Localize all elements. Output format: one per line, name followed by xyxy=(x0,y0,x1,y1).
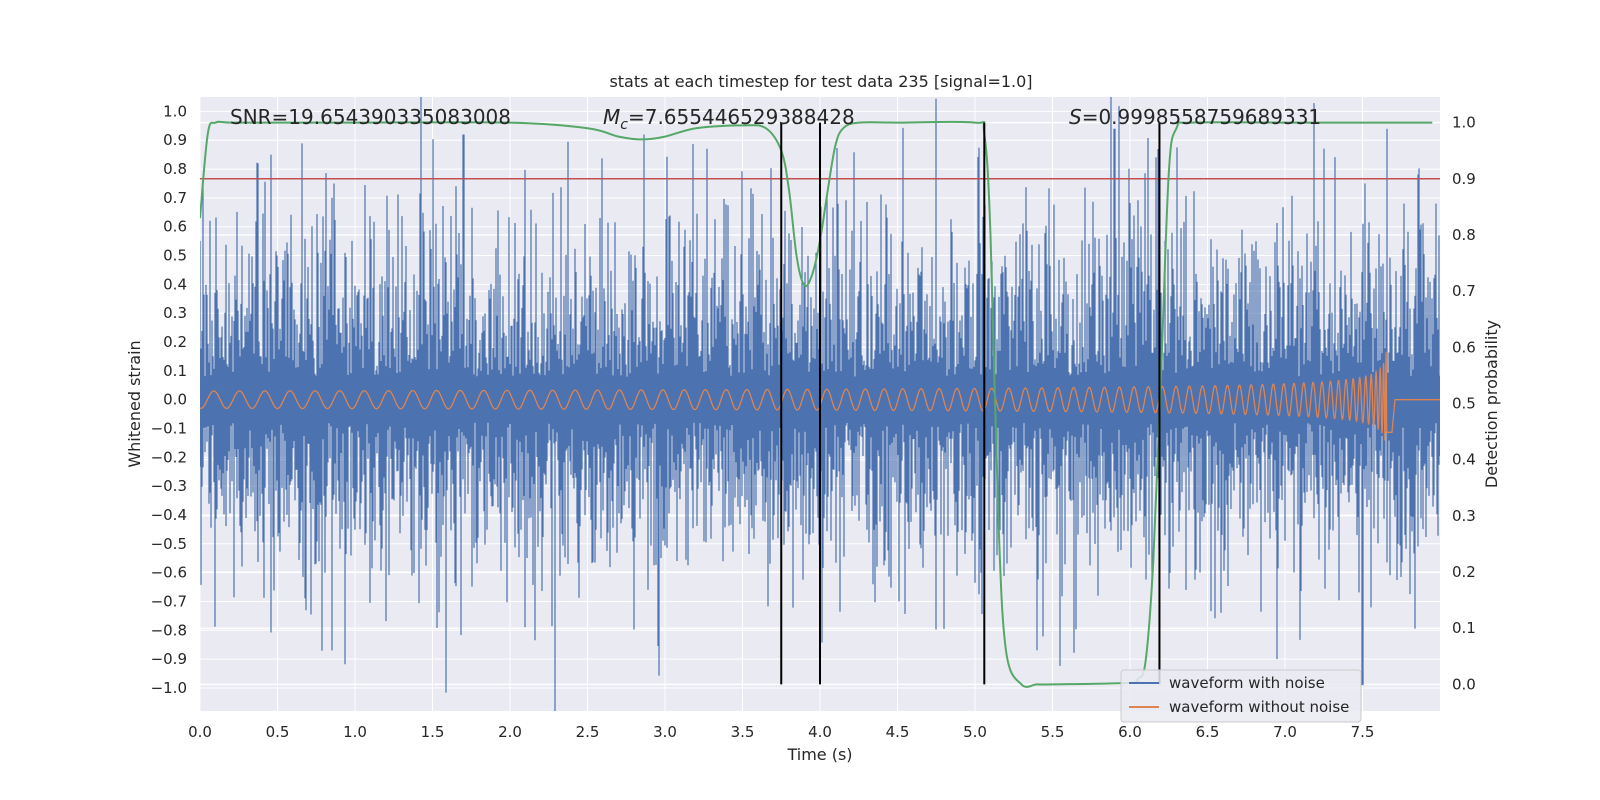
mc-annotation: Mc=7.655446529388428 xyxy=(603,105,855,133)
s-value: =0.9998558759689331 xyxy=(1082,105,1321,129)
y-left-tick-label-18: −0.8 xyxy=(151,621,187,639)
x-tick-label-6: 3.0 xyxy=(653,723,677,741)
y-right-axis-label: Detection probability xyxy=(1482,320,1501,488)
x-tick-label-15: 7.5 xyxy=(1351,723,1375,741)
x-tick-label-13: 6.5 xyxy=(1196,723,1220,741)
x-tick-label-4: 2.0 xyxy=(498,723,522,741)
x-tick-label-1: 0.5 xyxy=(266,723,290,741)
chart-title: stats at each timestep for test data 235… xyxy=(609,72,1032,91)
y-right-tick-label-10: 0.0 xyxy=(1452,675,1476,693)
y-right-tick-label-7: 0.3 xyxy=(1452,507,1476,525)
y-right-tick-label-8: 0.2 xyxy=(1452,563,1476,581)
snr-annotation: SNR=19.654390335083008 xyxy=(230,105,511,129)
y-left-tick-label-6: 0.4 xyxy=(163,275,187,293)
y-left-tick-label-14: −0.4 xyxy=(151,506,187,524)
y-left-axis-label: Whitened strain xyxy=(125,340,144,467)
y-left-tick-label-4: 0.6 xyxy=(163,218,187,236)
mc-subscript: c xyxy=(620,117,628,133)
y-left-tick-label-0: 1.0 xyxy=(163,102,187,120)
y-left-tick-label-16: −0.6 xyxy=(151,564,187,582)
y-left-tick-label-5: 0.5 xyxy=(163,247,187,265)
y-left-tick-label-10: 0.0 xyxy=(163,391,187,409)
y-left-tick-label-11: −0.1 xyxy=(151,420,187,438)
y-right-tick-label-3: 0.7 xyxy=(1452,282,1476,300)
y-right-tick-label-6: 0.4 xyxy=(1452,451,1476,469)
mc-symbol: M xyxy=(603,105,620,129)
x-axis-label: Time (s) xyxy=(786,745,852,764)
y-right-tick-label-5: 0.5 xyxy=(1452,394,1476,412)
y-right-tick-label-0: 1.0 xyxy=(1452,114,1476,132)
x-tick-label-14: 7.0 xyxy=(1273,723,1297,741)
y-left-tick-label-12: −0.2 xyxy=(151,448,187,466)
series-waveform-without-noise xyxy=(200,351,1440,441)
y-right-tick-labels: 1.0 0.9 0.8 0.7 0.6 0.5 0.4 0.3 0.2 0.1 0.0 xyxy=(1452,114,1476,694)
x-tick-label-12: 6.0 xyxy=(1118,723,1142,741)
x-tick-label-10: 5.0 xyxy=(963,723,987,741)
s-annotation: S=0.9998558759689331 xyxy=(1069,105,1321,129)
y-right-tick-label-9: 0.1 xyxy=(1452,619,1476,637)
y-left-tick-labels: 1.0 0.9 0.8 0.7 0.6 0.5 0.4 0.3 0.2 0.1 0.0 −0.1 −0.… xyxy=(151,102,187,697)
y-right-tick-label-1: 0.9 xyxy=(1452,170,1476,188)
legend-label-clean: waveform without noise xyxy=(1169,698,1349,716)
series-detection-probability xyxy=(200,120,1433,688)
x-tick-labels: 0.0 0.5 1.0 1.5 2.0 2.5 3.0 3.5 4.0 4.5 5.0 5.5 6.0 6… xyxy=(188,723,1374,741)
x-tick-label-5: 2.5 xyxy=(576,723,600,741)
legend: waveform with noise waveform without noi… xyxy=(1120,669,1362,723)
y-left-tick-label-1: 0.9 xyxy=(163,131,187,149)
y-left-tick-label-17: −0.7 xyxy=(151,592,187,610)
mc-value: =7.655446529388428 xyxy=(628,105,855,129)
legend-label-noise: waveform with noise xyxy=(1169,674,1325,692)
y-right-tick-label-4: 0.6 xyxy=(1452,338,1476,356)
y-left-tick-label-19: −0.9 xyxy=(151,650,187,668)
vertical-markers xyxy=(780,122,1161,685)
x-tick-label-9: 4.5 xyxy=(886,723,910,741)
y-left-tick-label-9: 0.1 xyxy=(163,362,187,380)
legend-box xyxy=(1120,669,1362,723)
x-tick-label-0: 0.0 xyxy=(188,723,212,741)
y-left-tick-label-2: 0.8 xyxy=(163,160,187,178)
x-tick-label-8: 4.0 xyxy=(808,723,832,741)
x-tick-label-11: 5.5 xyxy=(1041,723,1065,741)
y-right-tick-label-2: 0.8 xyxy=(1452,226,1476,244)
s-symbol: S xyxy=(1069,105,1082,129)
y-left-tick-label-13: −0.3 xyxy=(151,477,187,495)
y-left-tick-label-15: −0.5 xyxy=(151,535,187,553)
y-left-tick-label-3: 0.7 xyxy=(163,189,187,207)
x-tick-label-3: 1.5 xyxy=(421,723,445,741)
y-left-tick-label-7: 0.3 xyxy=(163,304,187,322)
y-left-tick-label-8: 0.2 xyxy=(163,333,187,351)
y-left-tick-label-20: −1.0 xyxy=(151,679,187,697)
x-tick-label-2: 1.0 xyxy=(343,723,367,741)
x-tick-label-7: 3.5 xyxy=(731,723,755,741)
